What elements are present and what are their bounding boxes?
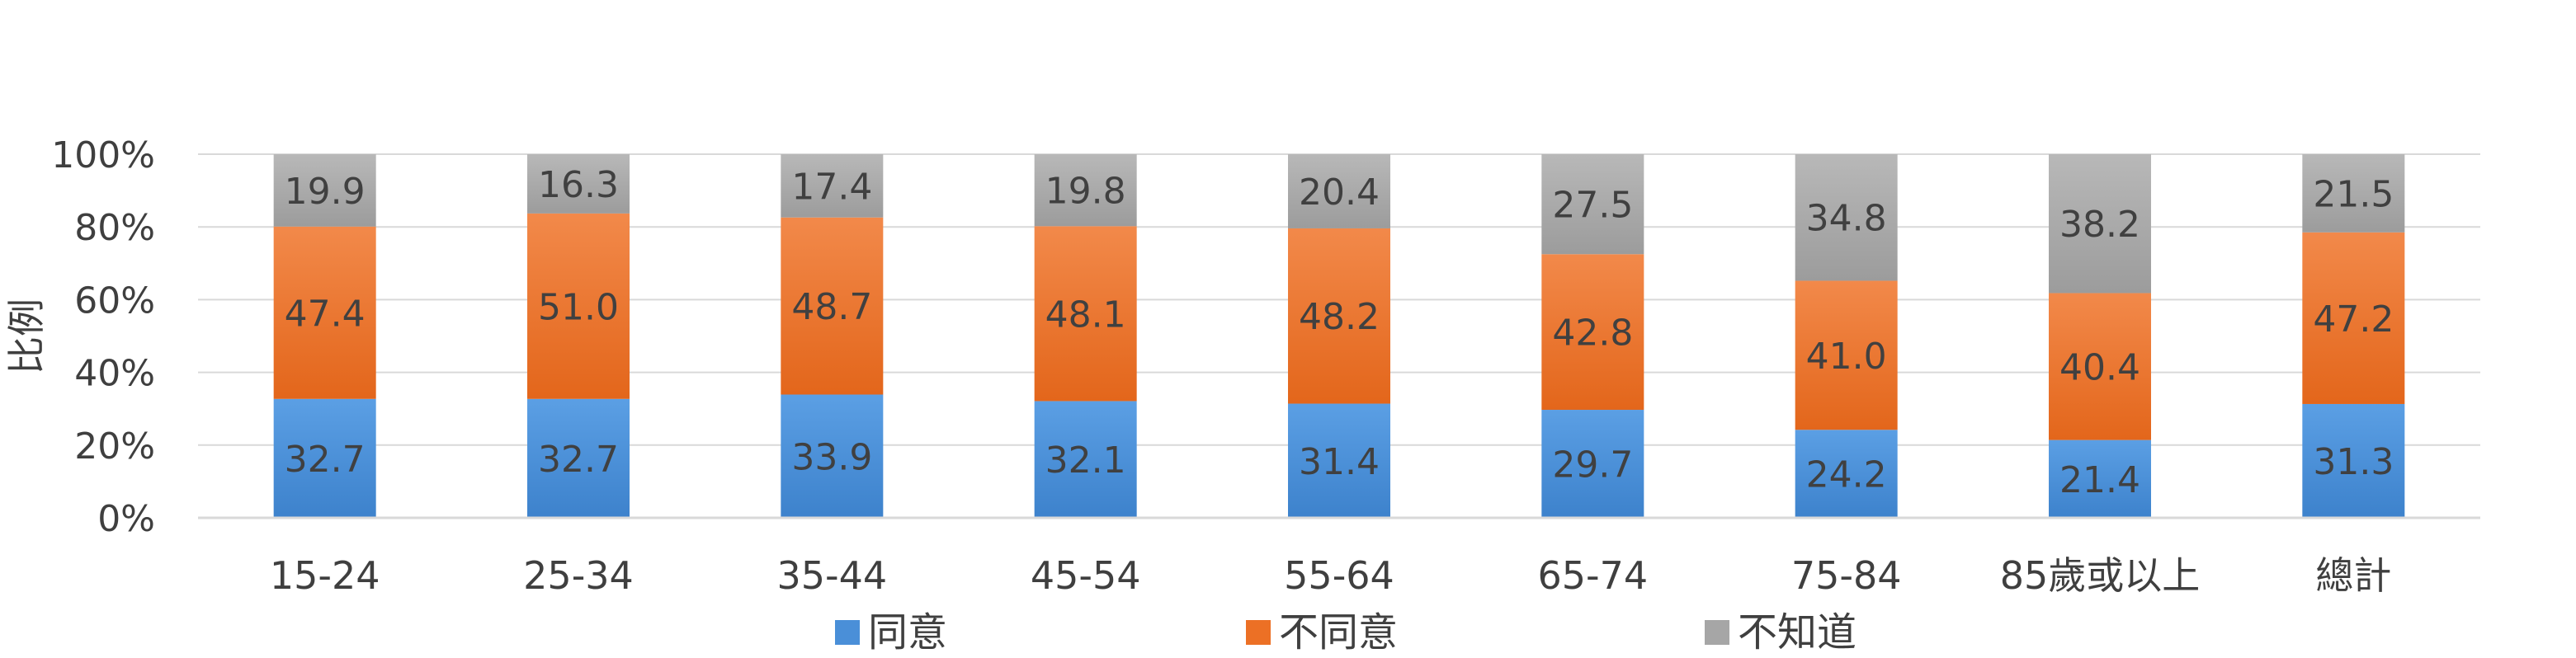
data-label: 47.2 [2313,298,2394,341]
bar-segment-不知道-85歲或以上 [2049,154,2151,294]
legend: 同意 不同意 不知道 [835,609,1857,656]
bar-segment-不同意-45-54 [1034,226,1137,402]
legend-label: 不知道 [1738,609,1857,656]
bar-segment-同意-85歲或以上 [2049,439,2151,518]
bar-segment-不知道-75-84 [1795,154,1898,281]
data-label: 33.9 [791,436,872,478]
bar-segment-同意-15-24 [273,398,376,518]
bar-segment-不同意-75-84 [1795,280,1898,430]
data-label: 17.4 [791,166,872,208]
data-label: 48.2 [1299,296,1380,338]
bar-segment-不同意-25-34 [527,213,630,399]
data-label: 27.5 [1552,185,1633,227]
x-tick-label: 45-54 [1031,553,1141,598]
bar-segment-不知道-25-34 [527,154,630,214]
data-label: 32.7 [538,439,619,481]
legend-swatch [835,620,860,645]
bar-segment-不同意-總計 [2302,232,2405,404]
bar-segment-不同意-55-64 [1288,228,1390,404]
bar-segment-不同意-85歲或以上 [2049,293,2151,440]
legend-swatch [1705,620,1729,645]
data-label: 47.4 [285,293,366,335]
data-label: 32.7 [285,439,366,481]
x-tick-label: 總計 [2315,553,2391,598]
x-axis-ticks: 15-24 25-34 35-44 45-54 55-64 65-74 75-84 85歲或以… [270,553,2392,598]
bar-segment-不知道-15-24 [273,154,376,227]
x-tick-label: 35-44 [776,553,887,598]
data-label: 16.3 [538,164,619,206]
bar-segment-同意-55-64 [1288,403,1390,518]
data-label: 21.4 [2059,459,2140,501]
data-label: 29.7 [1552,444,1633,486]
bar-segment-同意-75-84 [1795,430,1898,518]
data-label: 34.8 [1806,198,1887,240]
y-tick-label: 80% [74,207,155,249]
data-label: 51.0 [538,286,619,328]
data-label: 20.4 [1299,172,1380,214]
legend-swatch [1246,620,1271,645]
bar-segment-不知道-45-54 [1034,154,1137,227]
legend-label: 不同意 [1279,609,1398,656]
data-label: 48.1 [1045,294,1126,336]
data-label: 32.1 [1045,439,1126,482]
bar-segment-不知道-總計 [2302,154,2405,233]
data-label: 31.4 [1299,441,1380,483]
x-tick-label: 55-64 [1284,553,1394,598]
data-label: 19.9 [285,171,366,213]
y-tick-label: 60% [74,280,155,322]
bar-segment-不同意-35-44 [781,217,884,395]
bar-segment-同意-總計 [2302,403,2405,518]
data-label: 40.4 [2059,347,2140,389]
y-tick-label: 20% [74,425,155,468]
data-label: 24.2 [1806,454,1887,496]
bars [273,154,2405,518]
data-label: 21.5 [2313,173,2394,215]
bar-segment-不同意-65-74 [1541,254,1644,411]
data-label: 31.3 [2313,441,2394,483]
x-tick-label: 15-24 [270,553,380,598]
data-label: 19.8 [1045,171,1126,213]
data-label: 42.8 [1552,313,1633,355]
y-tick-label: 100% [51,134,155,176]
bar-segment-不知道-65-74 [1541,154,1644,255]
x-tick-label: 25-34 [523,553,634,598]
data-labels: 32.7 47.4 19.9 32.7 51.0 16.3 33.9 48.7 17.4 32.1… [285,164,2394,501]
y-tick-label: 0% [97,498,155,540]
x-tick-label: 75-84 [1791,553,1902,598]
bar-segment-不知道-35-44 [781,154,884,218]
bar-segment-不同意-15-24 [273,226,376,399]
y-axis-ticks: 0% 20% 40% 60% 80% 100% [51,134,155,540]
data-label: 41.0 [1806,336,1887,378]
x-tick-label: 65-74 [1537,553,1648,598]
data-label: 38.2 [2059,204,2140,246]
bar-segment-不知道-55-64 [1288,154,1390,228]
x-tick-label: 85歲或以上 [2000,553,2201,598]
bar-segment-同意-25-34 [527,398,630,518]
y-axis-title: 比例 [4,298,49,374]
bar-segment-同意-65-74 [1541,410,1644,518]
bar-segment-同意-45-54 [1034,401,1137,518]
bar-segment-同意-35-44 [781,394,884,518]
data-label: 48.7 [791,286,872,328]
y-tick-label: 40% [74,353,155,395]
legend-label: 同意 [868,609,947,656]
